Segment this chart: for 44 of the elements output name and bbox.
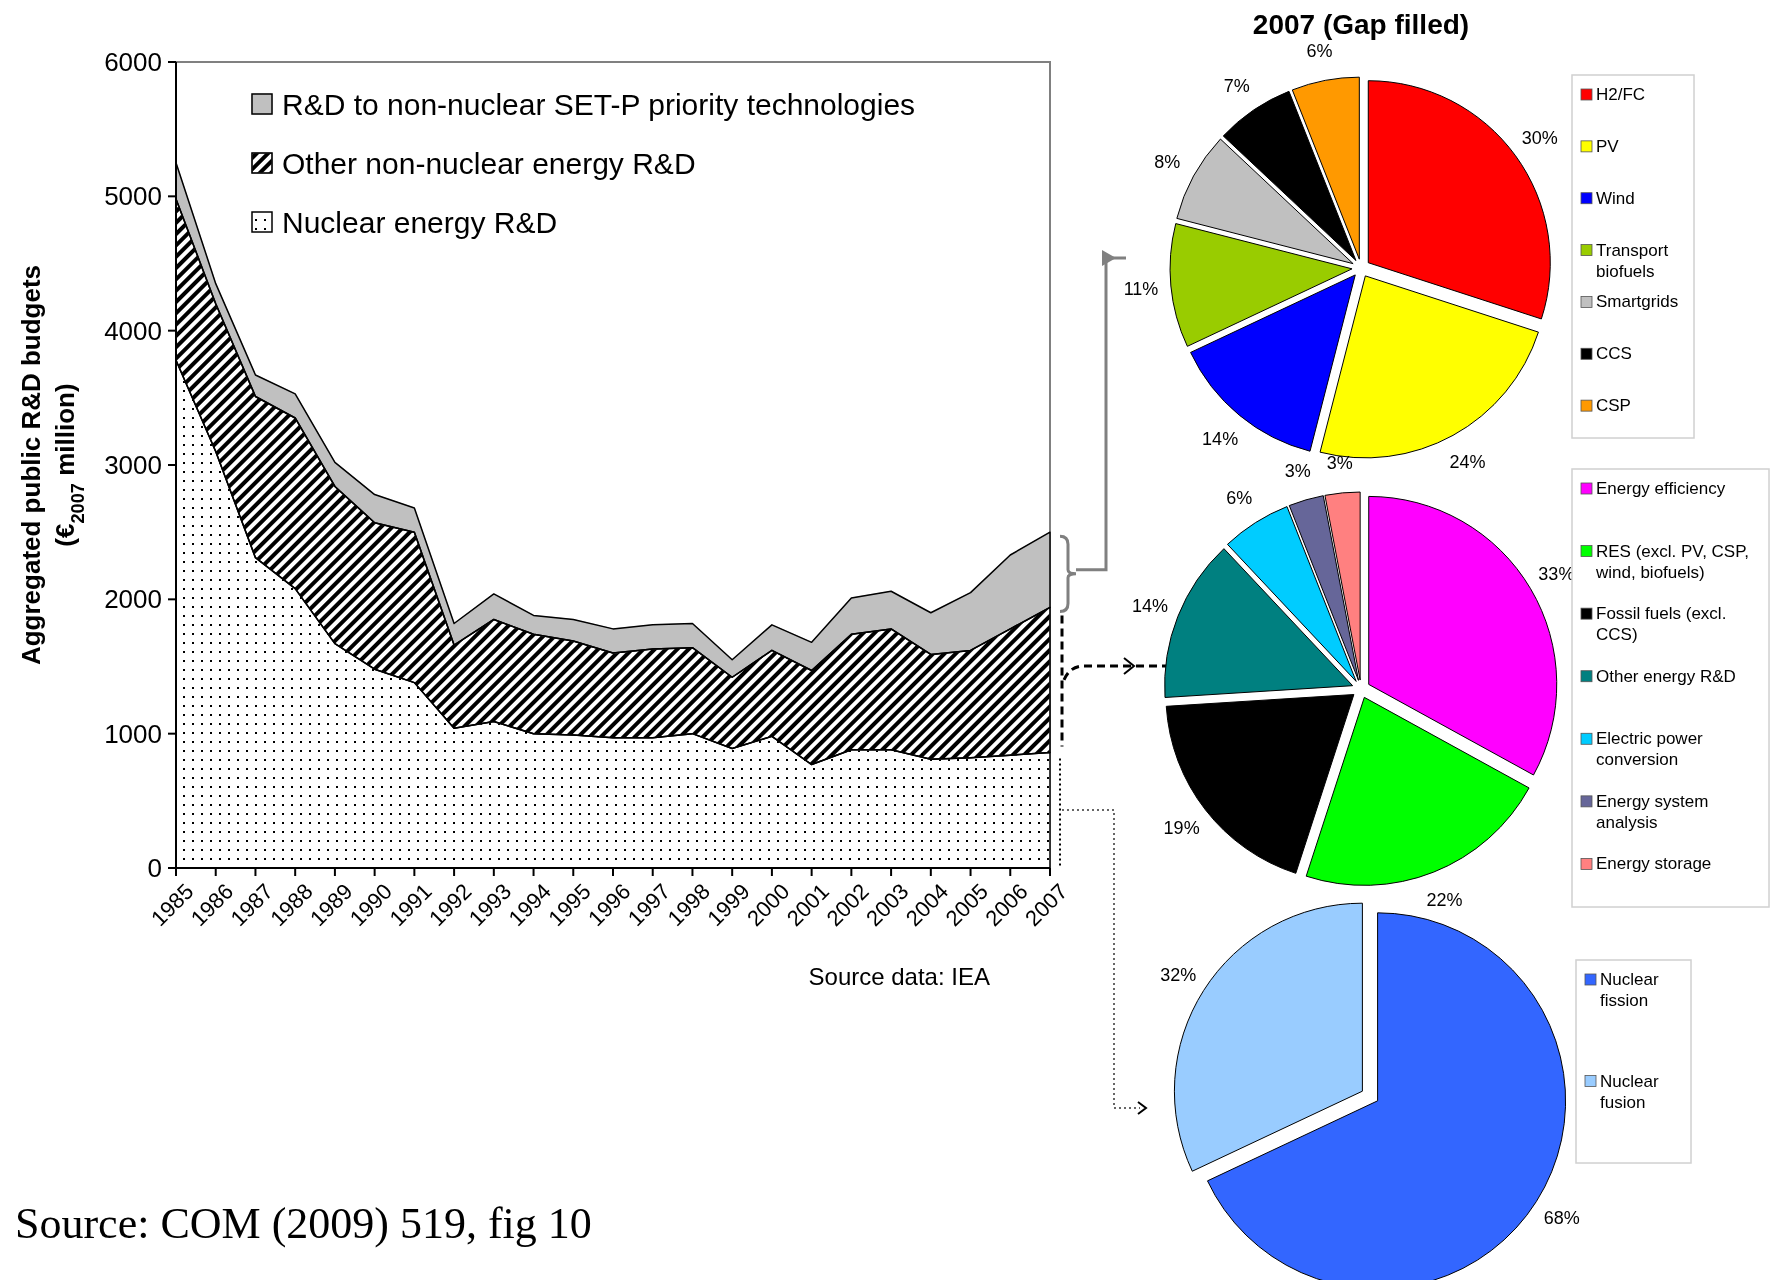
legend-label: Energy efficiency bbox=[1596, 479, 1726, 498]
legend-label: Energy storage bbox=[1596, 854, 1712, 874]
data-label: 24% bbox=[1449, 451, 1486, 472]
legend-label: CCS bbox=[1596, 344, 1632, 364]
legend-label: Smartgrids bbox=[1596, 292, 1679, 312]
y-tick-label: 5000 bbox=[104, 181, 162, 212]
data-label: 3% bbox=[1326, 453, 1353, 474]
legend-label: Wind bbox=[1596, 188, 1635, 208]
source-note: Source data: IEA bbox=[808, 963, 990, 990]
legend-label: PV bbox=[1596, 136, 1620, 156]
data-label: 68% bbox=[1543, 1207, 1580, 1228]
data-label: 7% bbox=[1223, 75, 1250, 96]
y-tick-label: 3000 bbox=[104, 450, 162, 481]
data-label: 30% bbox=[1521, 128, 1558, 149]
data-label: 11% bbox=[1123, 279, 1159, 300]
y-tick-label: 4000 bbox=[104, 315, 162, 346]
legend-label: R&D to non-nuclear SET-P priority technologies bbox=[282, 87, 916, 121]
chart-title: 2007 (Gap filled) bbox=[1252, 9, 1470, 40]
y-tick-label: 6000 bbox=[104, 47, 162, 78]
y-tick-label: 2000 bbox=[104, 584, 162, 615]
data-label: 8% bbox=[1154, 151, 1181, 172]
legend-label: RES (excl. PV, CSP, wind, biofuels) bbox=[1595, 541, 1750, 582]
data-label: 14% bbox=[1131, 595, 1168, 616]
legend-label: Nuclear energy R&D bbox=[282, 205, 558, 239]
legend-label: Transport biofuels bbox=[1596, 240, 1669, 281]
legend-label: CSP bbox=[1596, 396, 1631, 416]
legend-label: Other energy R&D bbox=[1596, 666, 1736, 686]
data-label: 32% bbox=[1160, 964, 1197, 985]
data-label: 6% bbox=[1226, 487, 1253, 508]
legend-label: Fossil fuels (excl. CCS) bbox=[1596, 604, 1727, 645]
legend-label: Energy system analysis bbox=[1596, 791, 1709, 832]
data-label: 22% bbox=[1426, 890, 1463, 911]
legend-label: Electric power conversion bbox=[1596, 729, 1704, 770]
y-tick-label: 0 bbox=[147, 853, 162, 884]
data-label: 19% bbox=[1163, 818, 1200, 839]
data-label: 3% bbox=[1284, 461, 1311, 482]
data-label: 6% bbox=[1306, 41, 1333, 62]
data-label: 14% bbox=[1202, 428, 1239, 449]
y-tick-label: 1000 bbox=[104, 718, 162, 749]
legend-label: Nuclear fusion bbox=[1600, 1071, 1659, 1112]
legend-label: Other non-nuclear energy R&D bbox=[282, 146, 696, 180]
legend-label: H2/FC bbox=[1596, 85, 1646, 104]
source-note: Source: COM (2009) 519, fig 10 bbox=[15, 1199, 592, 1248]
legend-label: Nuclear fission bbox=[1600, 970, 1659, 1010]
